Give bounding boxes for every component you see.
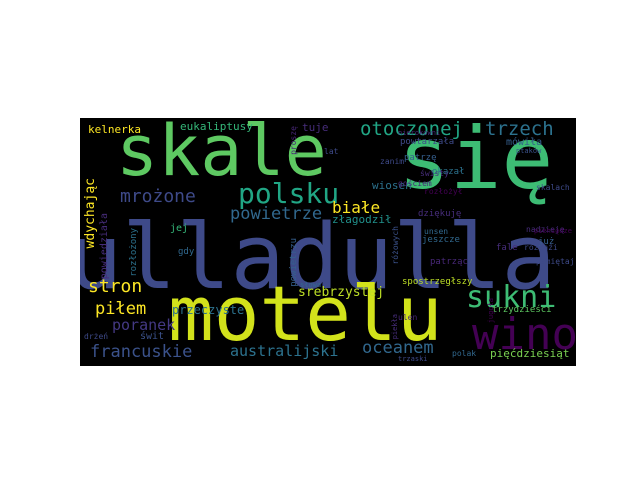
word: świsty <box>420 169 449 178</box>
word: rozłożony <box>129 228 139 277</box>
word: francuskie <box>90 342 193 362</box>
word: się <box>398 118 554 209</box>
word: różowych <box>391 226 400 265</box>
word: unsen <box>424 227 449 236</box>
word: lat <box>324 147 339 156</box>
word: proszę <box>289 126 298 155</box>
word: motelu <box>168 269 443 358</box>
word: spostrzegłszy <box>402 277 473 287</box>
word: powietrze <box>230 204 323 224</box>
word: australijski <box>230 342 339 360</box>
word: piłem <box>95 299 147 319</box>
word: pamiętaj <box>536 257 575 266</box>
word: ulladulla <box>80 205 556 310</box>
word: patrzę <box>404 153 437 163</box>
word: wdychając <box>83 178 98 249</box>
word: jugoła <box>487 298 495 324</box>
word: sukni <box>466 280 557 315</box>
word: rozłaźi <box>524 243 558 252</box>
word: eukaliptusy <box>180 120 253 133</box>
word-cloud: ulladulla skale się motelu wino sukni po… <box>80 118 576 366</box>
word: gdy <box>178 247 195 257</box>
word: powiedziała <box>99 213 110 280</box>
word: mówiła <box>506 137 543 148</box>
word: gościem <box>398 179 432 188</box>
word: otoczonej <box>360 118 463 140</box>
word: pieniędze <box>534 227 572 235</box>
word: ulen <box>398 313 418 322</box>
word: trzech <box>485 118 554 140</box>
word: ptaków <box>516 147 542 155</box>
word: polsku <box>238 177 340 210</box>
word: wino <box>472 309 576 360</box>
word: jeszcze <box>422 235 460 245</box>
word: patrząc <box>430 257 468 267</box>
word: wiosen <box>372 179 412 192</box>
word: srebrzystej <box>298 285 385 300</box>
word: skalach <box>536 183 570 192</box>
word: polak <box>452 349 477 358</box>
word: trzydzieści <box>492 305 552 315</box>
word: zanim <box>380 157 405 166</box>
word: kelnerka <box>88 123 141 136</box>
word: świt <box>140 331 165 342</box>
word: stron <box>88 276 143 297</box>
word: złagodził <box>332 213 392 226</box>
word: poranek <box>112 316 176 334</box>
word: nadzieję <box>526 225 565 234</box>
word: trzaski <box>398 355 428 363</box>
word: powietrzu <box>289 238 299 287</box>
word: powtarzała <box>400 137 455 147</box>
word: słowa <box>300 281 322 289</box>
word: tuje <box>302 121 329 134</box>
word: drżeń <box>84 332 109 341</box>
word: oceanem <box>362 338 434 358</box>
word: pięćdziesiąt <box>490 347 570 360</box>
word: dziękuję <box>418 209 462 219</box>
word: fale <box>496 243 518 253</box>
word: skale <box>116 118 327 192</box>
word: mrożone <box>120 186 196 207</box>
word: jej <box>170 223 189 234</box>
word: nierokowni <box>398 129 441 137</box>
word: okazał <box>432 167 465 177</box>
word: białe <box>332 198 381 217</box>
word: piekła <box>391 314 399 340</box>
word: rozłożył <box>424 187 463 196</box>
word: przeczyste <box>172 303 245 317</box>
word: już <box>538 237 555 247</box>
